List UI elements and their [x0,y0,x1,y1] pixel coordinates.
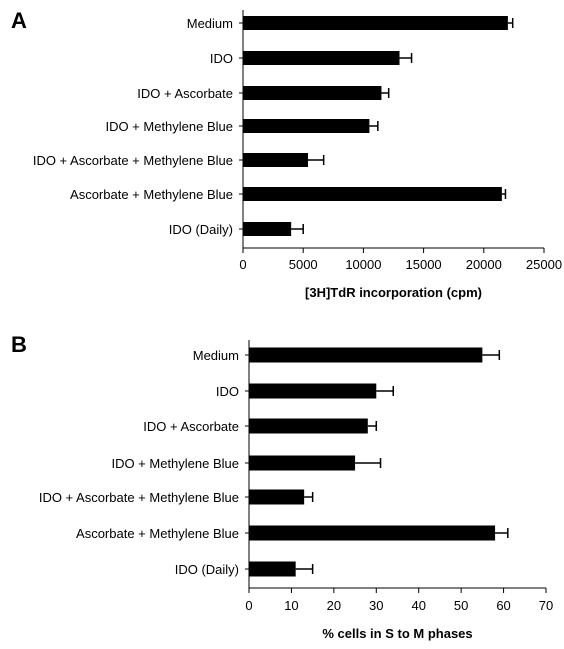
bar [243,187,502,201]
category-label: IDO + Methylene Blue [111,456,239,471]
x-tick-label: 5000 [289,257,318,272]
category-label: IDO [216,384,239,399]
category-label: Medium [193,348,239,363]
bar [249,561,296,577]
x-tick-label: 50 [454,598,468,613]
panel-label: B [11,332,27,357]
bar [249,383,377,399]
x-tick-label: 25000 [526,257,562,272]
bar [243,51,400,65]
x-tick-label: 20000 [466,257,502,272]
category-label: IDO (Daily) [169,222,233,237]
panel-a: A 0 5000 10000 15000 20000 25000 Medium IDO IDO +… [11,8,562,300]
x-tick-label: 60 [496,598,510,613]
x-tick-label: 70 [539,598,553,613]
bar [243,86,382,100]
category-label: IDO + Ascorbate [137,86,233,101]
category-label: IDO + Ascorbate + Methylene Blue [39,490,239,505]
bar [249,489,305,505]
category-label: Medium [187,16,233,31]
category-label: IDO + Ascorbate [143,419,239,434]
category-label: Ascorbate + Methylene Blue [70,187,233,202]
x-tick-label: 30 [369,598,383,613]
category-label: IDO (Daily) [175,562,239,577]
x-axis-title: [3H]TdR incorporation (cpm) [305,285,482,300]
category-label: Ascorbate + Methylene Blue [76,526,239,541]
category-label: IDO + Methylene Blue [105,119,233,134]
x-tick-label: 10 [284,598,298,613]
bar [243,119,370,133]
category-label: IDO + Ascorbate + Methylene Blue [33,153,233,168]
x-tick-label: 40 [411,598,425,613]
bar [249,455,356,471]
x-tick-label: 10000 [345,257,381,272]
bar [249,347,483,363]
bar [249,418,368,434]
bar [243,222,292,236]
bar [243,153,309,167]
panel-label: A [11,8,27,33]
bar [243,16,508,30]
x-tick-label: 0 [245,598,252,613]
x-tick-label: 15000 [406,257,442,272]
bar [249,525,496,541]
x-tick-label: 0 [239,257,246,272]
x-tick-label: 20 [327,598,341,613]
category-label: IDO [210,51,233,66]
panel-b: B 0 10 20 30 40 50 60 70 Medium IDO IDO + Ascorbate… [11,332,553,641]
x-axis-title: % cells in S to M phases [322,626,472,641]
